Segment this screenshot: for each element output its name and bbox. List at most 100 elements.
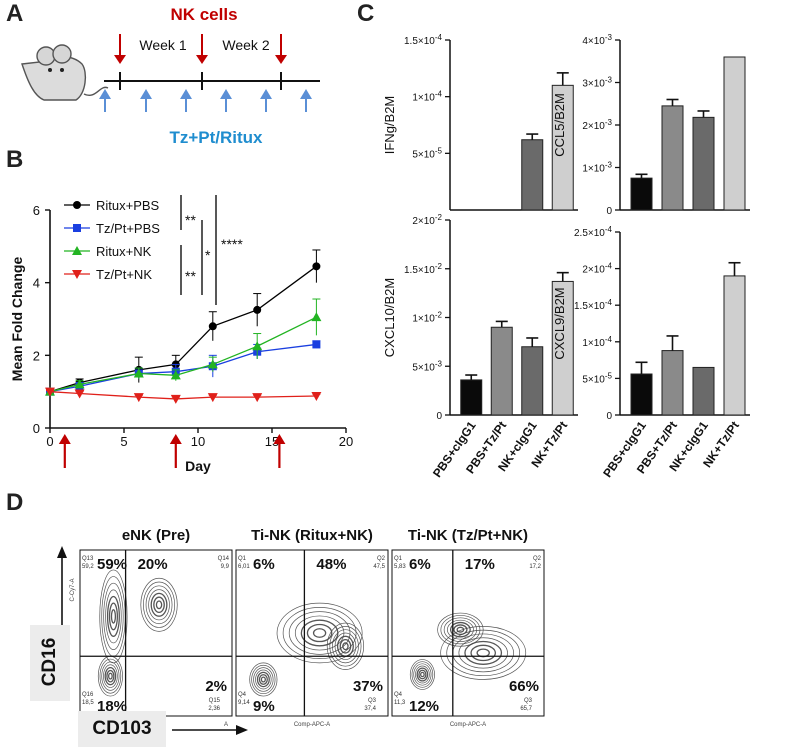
quadrant-percent-br: 37% [353,678,383,695]
contour-line [420,671,425,678]
flow-plot-3: Ti-NK (Tz/Pt+NK) 6% 17% 66% 12% Q1 5,83 Q2 17,2 Q… [391,527,545,728]
x-axis-param: A [224,722,228,728]
y-tick-label: 1×10-4 [582,335,612,349]
quadrant-code: Q13 [82,556,94,562]
legend-label: Tz/Pt+PBS [96,221,160,236]
data-point [72,270,82,279]
quadrant-value: 9,9 [221,564,230,570]
contour-line [104,666,117,686]
data-point [133,368,144,378]
y-tick-label: 1.5×10-4 [404,33,443,47]
y-tick-label: 6 [33,203,40,218]
quadrant-value: 47,5 [373,564,385,570]
quadrant-percent-tl: 6% [409,556,431,573]
quadrant-percent-br: 2% [205,678,227,695]
contour-line [329,626,362,667]
x-tick-label: 5 [120,434,127,449]
nk-cells-title: NK cells [170,5,237,24]
y-tick-label: 0 [606,206,612,217]
data-point [133,393,144,403]
contour-line [415,665,430,684]
data-point [45,387,55,397]
quadrant-value: 18,5 [82,700,94,706]
x-axis-param: Comp-APC-A [294,722,330,728]
contour-line [470,644,497,662]
bar [521,139,544,211]
contour-line [256,671,270,688]
contour-line [409,659,435,690]
quadrant-code: Q2 [533,556,542,562]
data-point [312,262,321,271]
quadrant-code: Q14 [218,556,230,562]
flow-plot-title: eNK (Pre) [122,527,190,544]
contour-line [276,602,363,664]
contour-line [458,637,508,669]
series-line [49,343,317,393]
contour-line [334,632,357,660]
y-tick-label: 1×10-4 [412,90,442,104]
nk-injection-arrow-head [58,434,71,444]
quadrant-code: Q4 [394,692,403,698]
y-axis-title: CCL5/B2M [552,93,567,157]
quadrant-value: 9,14 [238,700,250,706]
y-tick-label: 2.5×10-4 [574,225,613,239]
quadrant-code: Q3 [524,698,533,704]
bar [661,350,684,416]
y-tick-label: 0 [606,411,612,422]
contour-line [260,676,266,683]
contour-line [143,581,176,628]
flow-plot-title: Ti-NK (Ritux+NK) [251,527,373,544]
contour-line [456,626,465,633]
flow-plot-1: eNK (Pre) 59% 20% 2% 18% Q13 59,2 Q14 9,9 Q15 2,36… [70,527,233,728]
data-point [73,224,81,232]
legend-label: Ritux+NK [96,244,152,259]
quadrant-percent-tr: 48% [316,556,346,573]
contour-line [342,642,349,651]
sig-label: **** [221,236,243,252]
contour-line [416,667,429,682]
y-tick-label: 1×10-2 [412,311,442,325]
y-axis-title: CXCL10/B2M [382,278,397,357]
series-2 [45,298,322,396]
contour-line [153,596,165,614]
y-tick-label: 2×10-4 [582,262,612,276]
data-point [170,370,181,380]
bar [723,275,746,416]
flow-cytometry-panel: eNK (Pre) 59% 20% 2% 18% Q13 59,2 Q14 9,9 Q15 2,36… [57,527,545,735]
plot-frame [79,549,233,717]
y-marker-label: CD16 [39,637,60,687]
sig-label: * [205,247,211,263]
contour-line [251,664,276,695]
quadrant-percent-br: 66% [509,678,539,695]
contour-line [413,663,432,686]
data-point [311,312,322,322]
data-point [72,246,82,255]
quadrant-value: 59,2 [82,564,94,570]
quadrant-percent-bl: 12% [409,698,439,715]
quadrant-value: 65,7 [520,706,532,712]
legend-label: Tz/Pt+NK [96,267,152,282]
data-point [207,393,218,403]
week2-label: Week 2 [222,37,269,53]
contour-line [453,624,468,636]
x-marker-label: CD103 [78,711,166,747]
bar-chart-cxcl10-b2m: 05×10-31×10-21.5×10-22×10-2CXCL10/B2MPBS… [382,213,578,480]
quadrant-code: Q1 [238,556,247,562]
quadrant-percent-bl: 18% [97,698,127,715]
quadrant-value: 5,83 [394,564,406,570]
y-axis-title: CXCL9/B2M [552,287,567,359]
contour-line [253,667,274,692]
contour-line [440,626,527,680]
contour-line [440,615,481,645]
sig-label: ** [185,268,196,284]
panel-label-d: D [6,489,24,516]
quadrant-code: Q4 [238,692,247,698]
data-point [311,392,322,402]
nk-injection-arrow-head [169,434,182,444]
cd103-axis-arrow-head [236,725,248,735]
quadrant-value: 6,01 [238,564,250,570]
quadrant-percent-tr: 20% [138,556,168,573]
y-axis-title: IFNg/B2M [382,96,397,155]
contour-line [110,609,117,624]
bar [460,379,483,416]
